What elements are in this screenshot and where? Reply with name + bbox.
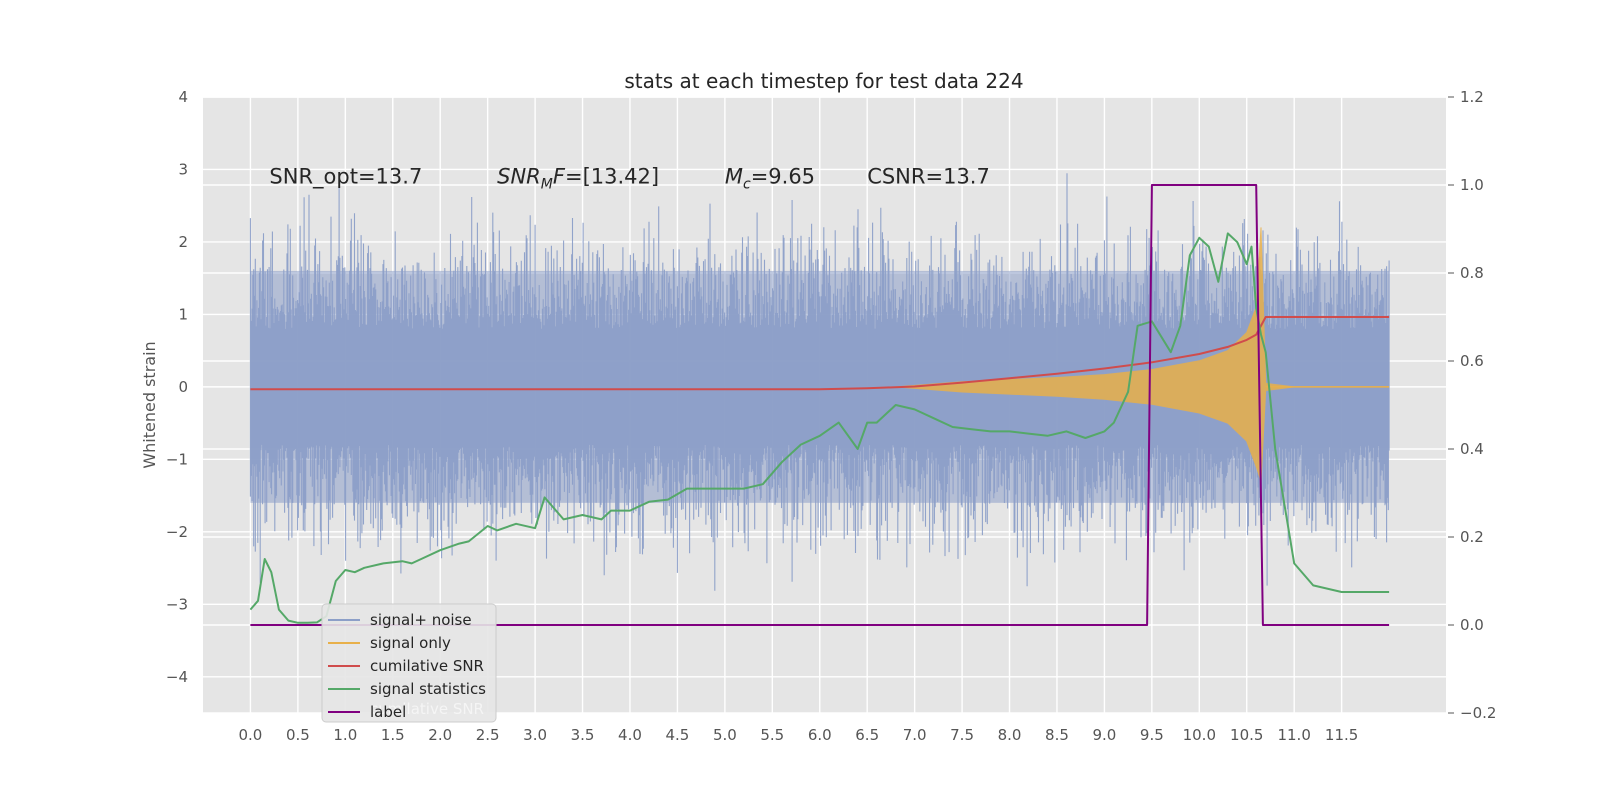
- legend-label: cumilative SNR: [370, 657, 484, 675]
- x-tick-label: 3.5: [571, 726, 595, 744]
- x-tick-label: 2.5: [476, 726, 500, 744]
- y2-tick-label: 0.8: [1460, 264, 1484, 282]
- annotation: CSNR=13.7: [867, 165, 990, 189]
- x-tick-label: 0.0: [239, 726, 263, 744]
- y-axis-ticks: 4 3 2 1 0 −1 −2 −3 −4: [166, 88, 188, 686]
- x-tick-label: 10.5: [1230, 726, 1263, 744]
- chart-title: stats at each timestep for test data 224: [624, 69, 1023, 93]
- signal-only-envelope: [895, 227, 1390, 482]
- annotation: SNRMF=[13.42]: [497, 165, 659, 193]
- y-tick-label: −4: [166, 668, 188, 686]
- y2-tick-label: 0.2: [1460, 528, 1484, 546]
- legend: cumilative SNR signal+ noise signal only cu…: [321, 603, 497, 723]
- legend-ghost-text: cumilative SNR: [370, 700, 484, 718]
- x-tick-label: 8.0: [998, 726, 1022, 744]
- legend-label: label: [370, 703, 406, 721]
- x-tick-label: 7.0: [903, 726, 927, 744]
- y-tick-label: 2: [178, 233, 188, 251]
- legend-label: signal+ noise: [370, 611, 472, 629]
- x-tick-label: 6.5: [855, 726, 879, 744]
- y-tick-label: 4: [178, 88, 188, 106]
- y2-tick-label: 1.2: [1460, 88, 1484, 106]
- x-tick-label: 10.0: [1183, 726, 1216, 744]
- y-tick-label: −3: [166, 595, 188, 613]
- annotation: SNR_opt=13.7: [269, 165, 422, 190]
- x-tick-label: 11.0: [1277, 726, 1310, 744]
- signal-statistics-line: [249, 232, 1390, 624]
- x-tick-label: 11.5: [1325, 726, 1358, 744]
- y-axis-label: Whitened strain: [140, 341, 159, 468]
- y2-tick-label: 0.0: [1460, 616, 1484, 634]
- y2-axis-ticks: 1.2 1.0 0.8 0.6 0.4 0.2 0.0 −0.2: [1448, 88, 1496, 722]
- signal-only-series: [895, 227, 1390, 482]
- legend-box: [321, 603, 497, 723]
- annotation: Mc=9.65: [725, 165, 815, 193]
- x-tick-label: 7.5: [950, 726, 974, 744]
- y-tick-label: −1: [166, 450, 188, 468]
- label-line: [250, 184, 1390, 626]
- x-tick-label: 1.5: [381, 726, 405, 744]
- x-tick-label: 9.0: [1092, 726, 1116, 744]
- y-tick-label: 1: [178, 305, 188, 323]
- x-tick-label: 8.5: [1045, 726, 1069, 744]
- x-tick-label: 5.0: [713, 726, 737, 744]
- y2-tick-label: 0.6: [1460, 352, 1484, 370]
- y2-tick-label: −0.2: [1460, 704, 1496, 722]
- cumilative-snr-line: [250, 316, 1390, 391]
- y2-tick-label: 0.4: [1460, 440, 1484, 458]
- y-tick-label: 0: [178, 378, 188, 396]
- line-series: [249, 184, 1390, 626]
- x-tick-label: 4.5: [665, 726, 689, 744]
- x-tick-label: 5.5: [760, 726, 784, 744]
- x-axis-ticks: 0.0 0.5 1.0 1.5 2.0 2.5 3.0 3.5 4.0 4.5 5.0 5.5 6.0 6…: [239, 726, 1359, 744]
- x-tick-label: 0.5: [286, 726, 310, 744]
- x-tick-label: 2.0: [428, 726, 452, 744]
- x-tick-label: 3.0: [523, 726, 547, 744]
- y-tick-label: 3: [178, 160, 188, 178]
- y2-tick-label: 1.0: [1460, 176, 1484, 194]
- x-tick-label: 9.5: [1140, 726, 1164, 744]
- annotations: SNR_opt=13.7 SNRMF=[13.42] Mc=9.65 CSNR=13.…: [269, 165, 989, 193]
- y-tick-label: −2: [166, 523, 188, 541]
- x-tick-label: 1.0: [333, 726, 357, 744]
- legend-label: signal only: [370, 634, 451, 652]
- legend-label: signal statistics: [370, 680, 486, 698]
- x-tick-label: 6.0: [808, 726, 832, 744]
- x-tick-label: 4.0: [618, 726, 642, 744]
